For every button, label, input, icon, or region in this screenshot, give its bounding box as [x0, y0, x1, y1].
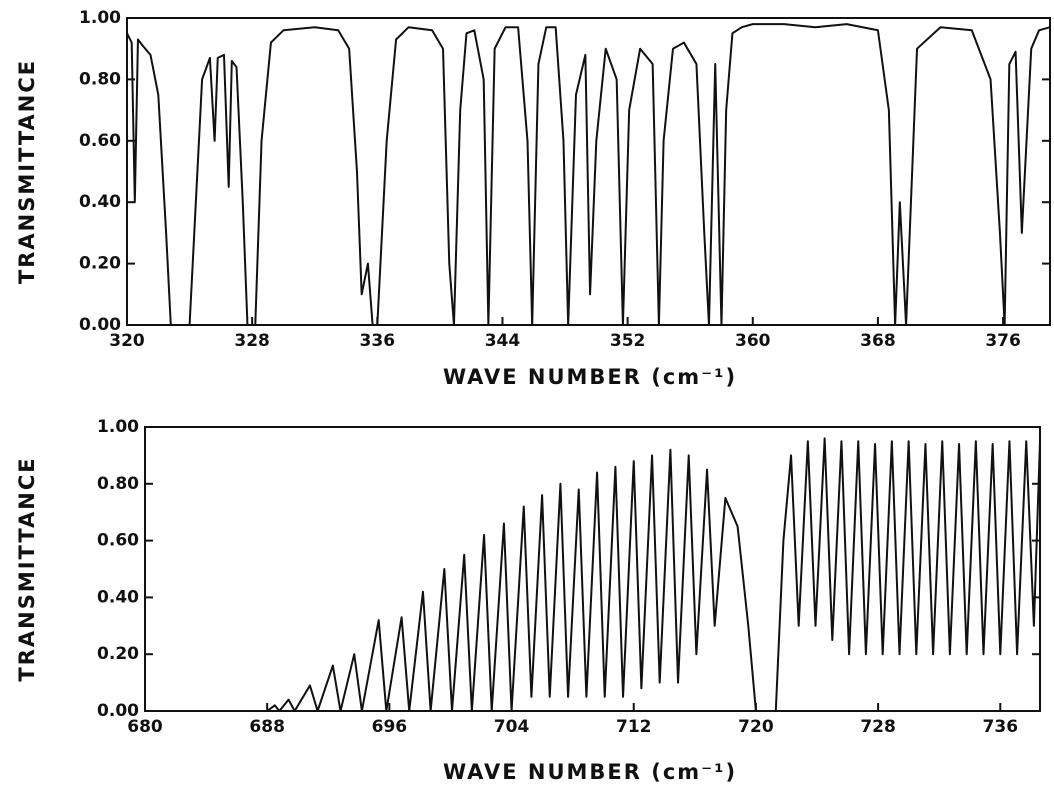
plot-frame [144, 426, 1041, 712]
y-axis-title: TRANSMITTANCE [15, 456, 39, 681]
x-tick-label: 688 [249, 717, 285, 737]
y-tick-label: 0.60 [79, 131, 121, 151]
x-tick-label: 728 [860, 717, 896, 737]
y-tick-label: 0.60 [97, 531, 139, 551]
x-tick-label: 344 [485, 331, 521, 351]
x-axis-title: WAVE NUMBER (cm⁻¹) [443, 760, 737, 784]
x-tick-label: 352 [610, 331, 646, 351]
y-tick-label: 1.00 [97, 417, 139, 437]
y-tick-label: 1.00 [79, 8, 121, 28]
y-tick-label: 0.40 [97, 587, 139, 607]
y-tick-label: 0.00 [97, 701, 139, 721]
x-tick-label: 328 [234, 331, 270, 351]
y-tick-label: 0.80 [97, 474, 139, 494]
x-tick-label: 712 [616, 717, 652, 737]
x-tick-label: 680 [127, 717, 163, 737]
plot-frame [126, 17, 1051, 326]
y-tick-label: 0.20 [97, 644, 139, 664]
spectrum-line [126, 23, 1051, 326]
y-tick-label: 0.80 [79, 69, 121, 89]
y-axis-title: TRANSMITTANCE [15, 59, 39, 284]
x-tick-label: 368 [860, 331, 896, 351]
x-tick-label: 320 [109, 331, 145, 351]
y-tick-label: 0.40 [79, 192, 121, 212]
x-tick-label: 336 [360, 331, 396, 351]
x-tick-label: 376 [985, 331, 1021, 351]
x-tick-label: 720 [738, 717, 774, 737]
y-tick-label: 0.00 [79, 315, 121, 335]
y-tick-label: 0.20 [79, 254, 121, 274]
x-tick-label: 360 [735, 331, 771, 351]
x-tick-label: 704 [494, 717, 530, 737]
spectrum-line [145, 437, 1041, 712]
x-tick-label: 696 [372, 717, 408, 737]
x-tick-label: 736 [983, 717, 1019, 737]
x-axis-title: WAVE NUMBER (cm⁻¹) [443, 365, 737, 389]
